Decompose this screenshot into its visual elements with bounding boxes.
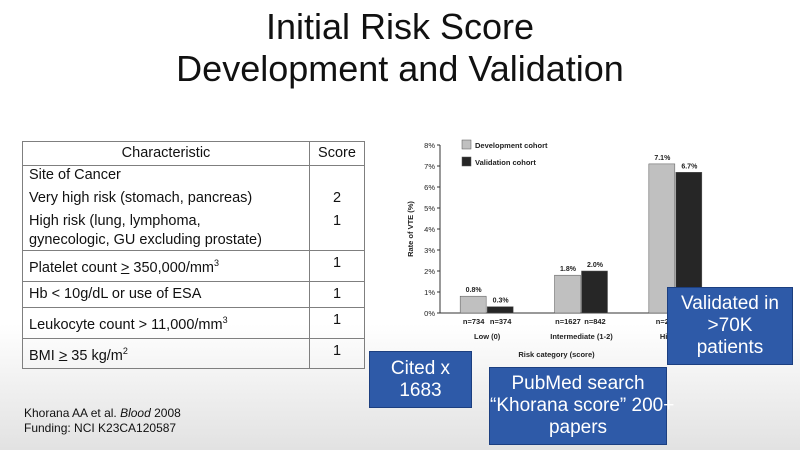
platelet-value: 350,000/mm <box>129 259 215 276</box>
bmi-ge: > <box>58 347 68 364</box>
very-high-risk-text: Very high risk (stomach, pancreas) <box>29 190 253 206</box>
title-line-2: Development and Validation <box>176 48 624 89</box>
bar-development <box>554 274 581 314</box>
table-row-cancer-site: Site of Cancer Very high risk (stomach, … <box>22 165 365 251</box>
risk-score-table: Characteristic Score Site of Cancer Very… <box>22 141 365 370</box>
table-row-leukocyte: Leukocyte count > 11,000/mm3 1 <box>22 306 365 339</box>
pubmed-callout: PubMed search “Khorana score” 200+ paper… <box>489 367 675 445</box>
platelet-ge: > <box>120 259 130 276</box>
table-row-bmi: BMI > 35 kg/m2 1 <box>22 337 365 370</box>
bar-value-label: 0.8% <box>466 287 483 294</box>
bar-n-label: n=374 <box>490 317 512 326</box>
bar-validation <box>486 306 514 314</box>
y-tick-label: 5% <box>424 204 435 213</box>
bmi-value: 35 kg/m <box>67 347 123 364</box>
citation: Khorana AA et al. Blood 2008 Funding: NC… <box>24 406 181 436</box>
y-tick-label: 1% <box>424 288 435 297</box>
platelet-cell: Platelet count > 350,000/mm3 <box>22 250 310 282</box>
bar-value-label: 6.7% <box>681 163 698 170</box>
bar-n-label: n=2 <box>656 317 669 326</box>
validated-line-2: >70K <box>707 315 753 336</box>
bar-n-label: n=1627 <box>555 317 581 326</box>
bar-value-label: 2.0% <box>587 262 604 269</box>
bar-value-label: 1.8% <box>560 266 577 273</box>
bmi-prefix: BMI <box>29 347 59 364</box>
very-high-score: 2 <box>332 190 342 206</box>
y-tick-label: 8% <box>424 141 435 150</box>
title-line-1: Initial Risk Score <box>265 6 535 47</box>
y-tick-label: 7% <box>424 162 435 171</box>
citation-funding: Funding: NCI K23CA120587 <box>24 421 177 435</box>
platelet-sup: 3 <box>214 258 220 268</box>
leukocyte-text: Leukocyte count > 11,000/mm <box>29 316 223 333</box>
validated-line-1: Validated in <box>681 293 779 314</box>
cited-line-1: Cited x <box>390 358 451 379</box>
cancer-site-scores: 2 1 <box>309 165 365 251</box>
leukocyte-cell: Leukocyte count > 11,000/mm3 <box>22 306 310 339</box>
validated-line-3: patients <box>696 337 764 358</box>
y-tick-label: 3% <box>424 246 435 255</box>
legend-swatch-development <box>461 139 472 150</box>
table-header-row: Characteristic Score <box>22 141 365 166</box>
platelet-prefix: Platelet count <box>29 259 121 276</box>
bmi-cell: BMI > 35 kg/m2 <box>22 337 310 370</box>
y-tick-label: 4% <box>424 225 435 234</box>
bar-value-label: 0.3% <box>493 298 510 305</box>
cited-line-2: 1683 <box>399 380 442 401</box>
legend-swatch-validation <box>461 156 472 167</box>
high-risk-text-2: gynecologic, GU excluding prostate) <box>29 232 262 248</box>
bar-value-label: 7.1% <box>654 155 671 162</box>
bmi-sup: 2 <box>122 345 128 356</box>
x-category-label: Intermediate (1-2) <box>550 332 613 341</box>
y-tick-label: 0% <box>424 309 435 318</box>
table-row-hb: Hb < 10g/dL or use of ESA 1 <box>22 280 365 308</box>
leukocyte-score: 1 <box>309 306 365 339</box>
y-tick-label: 6% <box>424 183 435 192</box>
leukocyte-sup: 3 <box>222 314 228 325</box>
pubmed-line-1: PubMed search <box>511 373 645 394</box>
hb-text: Hb < 10g/dL or use of ESA <box>22 280 310 308</box>
header-characteristic: Characteristic <box>22 141 310 166</box>
high-risk-text-1: High risk (lung, lymphoma, <box>29 213 201 229</box>
citation-author: Khorana AA et al. <box>24 406 121 420</box>
slide-title: Initial Risk Score Development and Valid… <box>0 6 800 90</box>
header-score: Score <box>309 141 365 166</box>
pubmed-line-2: “Khorana score” 200+ <box>490 395 675 416</box>
x-axis-label: Risk category (score) <box>518 350 595 359</box>
y-tick-label: 2% <box>424 267 435 276</box>
citation-reference: Khorana AA et al. Blood 2008 <box>24 406 181 421</box>
x-category-label: Low (0) <box>474 332 501 341</box>
bar-development <box>459 295 487 314</box>
bar-validation <box>581 270 608 314</box>
cited-callout: Cited x 1683 <box>369 351 472 408</box>
high-score: 1 <box>332 213 342 229</box>
bar-n-label: n=734 <box>463 317 485 326</box>
citation-year: 2008 <box>150 406 181 420</box>
vte-rate-chart: 0% 1% 2% 3% 4% 5% 6% 7% 8% Rate of VTE (%) 0.8% n=7… <box>406 139 723 359</box>
y-axis-label: Rate of VTE (%) <box>406 201 415 257</box>
platelet-score: 1 <box>309 250 365 282</box>
legend-label: Development cohort <box>475 141 548 150</box>
bmi-score: 1 <box>309 337 365 370</box>
bar-n-label: n=842 <box>584 317 605 326</box>
hb-score: 1 <box>309 280 365 308</box>
legend-label: Validation cohort <box>475 158 536 167</box>
table-row-platelet: Platelet count > 350,000/mm3 1 <box>22 250 365 282</box>
validated-callout: Validated in >70K patients <box>667 287 793 365</box>
cancer-site-label: Site of Cancer <box>29 167 121 183</box>
citation-journal: Blood <box>120 406 151 420</box>
cancer-site-cell: Site of Cancer Very high risk (stomach, … <box>22 165 310 251</box>
pubmed-line-3: papers <box>548 417 608 438</box>
